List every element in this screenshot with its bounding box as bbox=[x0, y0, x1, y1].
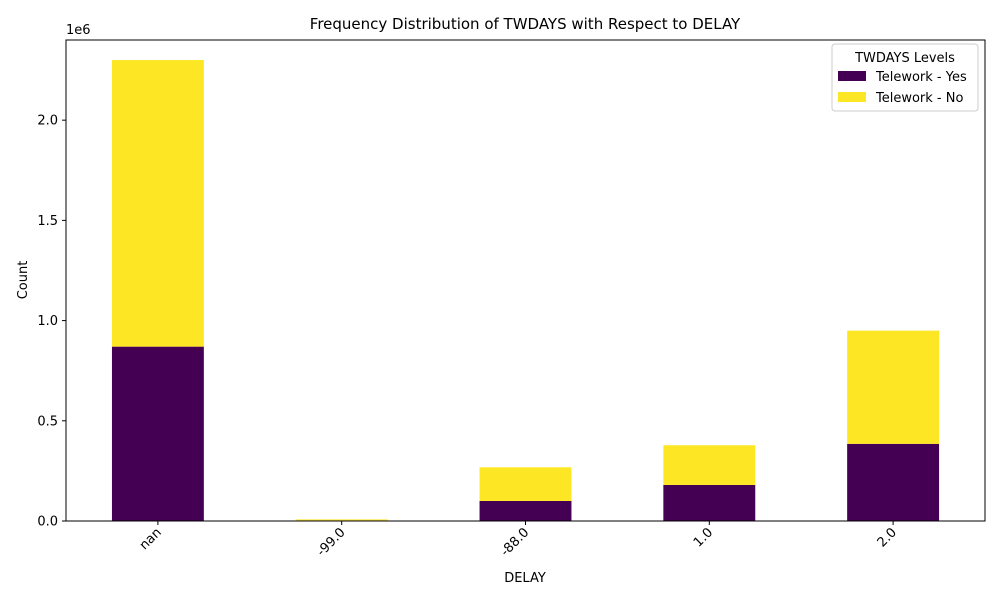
bar-segment-no-1 bbox=[295, 519, 388, 521]
x-axis: nan -99.0 -88.0 1.0 2.0 bbox=[137, 521, 900, 560]
legend-label-no: Telework - No bbox=[875, 91, 963, 106]
y-axis-label: Count bbox=[16, 261, 31, 300]
legend-title: TWDAYS Levels bbox=[854, 51, 955, 66]
legend-swatch-no bbox=[838, 92, 866, 102]
y-tick-label: 0.0 bbox=[37, 515, 58, 530]
bar-segment-no-3 bbox=[663, 445, 756, 485]
legend: TWDAYS Levels Telework - Yes Telework - … bbox=[831, 43, 979, 112]
plot-frame bbox=[65, 39, 986, 522]
x-tick-label: nan bbox=[137, 525, 165, 553]
bar-segment-yes-3 bbox=[663, 484, 756, 521]
y-tick-label: 0.5 bbox=[37, 414, 58, 429]
y-axis: 0.0 0.5 1.0 1.5 2.0 bbox=[37, 114, 66, 530]
x-tick-label: 2.0 bbox=[875, 525, 900, 550]
x-axis-label: DELAY bbox=[504, 571, 546, 586]
bar-segment-yes-0 bbox=[111, 346, 204, 521]
legend-box bbox=[831, 43, 979, 112]
y-tick-label: 1.0 bbox=[37, 314, 58, 329]
bar-segment-no-2 bbox=[479, 467, 572, 501]
bar-segment-no-4 bbox=[847, 330, 940, 444]
x-tick-label: -88.0 bbox=[498, 525, 532, 559]
y-offset-label: 1e6 bbox=[66, 23, 91, 38]
legend-label-yes: Telework - Yes bbox=[875, 70, 967, 85]
bar-segment-yes-4 bbox=[847, 443, 940, 521]
bar-segment-yes-2 bbox=[479, 500, 572, 521]
x-tick-label: -99.0 bbox=[314, 525, 348, 559]
chart-title: Frequency Distribution of TWDAYS with Re… bbox=[310, 15, 741, 33]
bars-group bbox=[111, 60, 940, 521]
x-tick-label: 1.0 bbox=[691, 525, 716, 550]
legend-swatch-yes bbox=[838, 71, 866, 81]
y-tick-label: 1.5 bbox=[37, 214, 58, 229]
bar-segment-no-0 bbox=[111, 60, 204, 347]
y-tick-label: 2.0 bbox=[37, 114, 58, 129]
